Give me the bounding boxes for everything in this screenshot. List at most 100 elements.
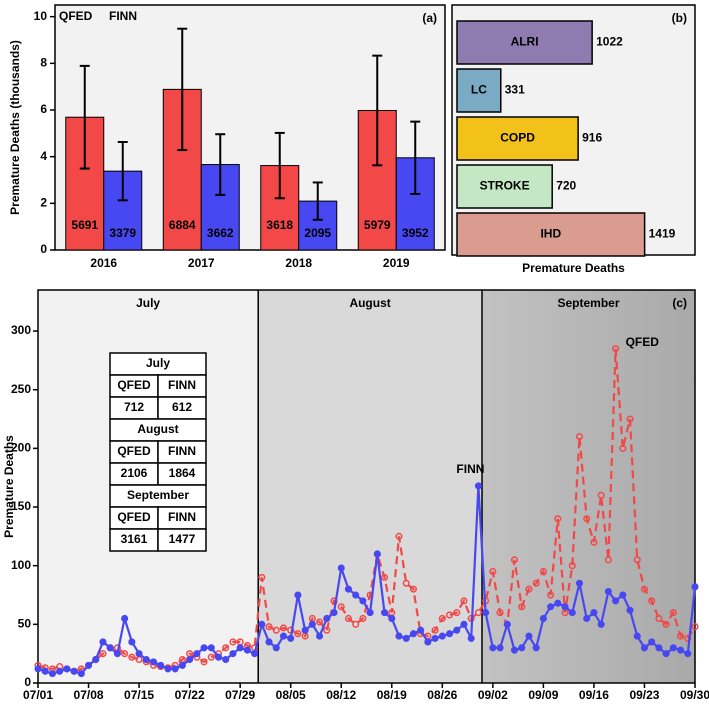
point <box>135 650 143 658</box>
table-header: FINN <box>168 378 196 392</box>
point <box>655 644 663 652</box>
data-label: 1419 <box>649 227 676 241</box>
x-tick-label: 07/15 <box>124 688 154 702</box>
x-tick-label: 09/23 <box>629 688 659 702</box>
x-tick-label: 08/19 <box>377 688 407 702</box>
point <box>157 661 165 669</box>
table-header: FINN <box>168 510 196 524</box>
table-header: QFED <box>117 510 151 524</box>
table-month: August <box>137 422 178 436</box>
point <box>207 653 215 661</box>
data-label: 6884 <box>169 218 196 232</box>
table-value: 712 <box>124 400 144 414</box>
x-axis-label: Premature Deaths <box>522 261 625 275</box>
y-tick-label: 100 <box>11 558 31 572</box>
point <box>63 665 71 673</box>
point <box>467 634 475 642</box>
point <box>496 644 504 652</box>
point <box>200 644 208 652</box>
point <box>590 609 598 617</box>
point <box>70 667 78 675</box>
point <box>395 532 403 540</box>
table-header: QFED <box>117 378 151 392</box>
region <box>258 290 483 683</box>
legend-entry: FINN <box>109 9 137 23</box>
data-label: 3662 <box>207 226 234 240</box>
point <box>431 626 439 634</box>
x-tick-label: 09/09 <box>528 688 558 702</box>
point <box>655 614 663 623</box>
category-label: LC <box>471 83 487 97</box>
point <box>583 515 591 523</box>
point <box>575 433 584 441</box>
point <box>619 444 627 452</box>
point <box>409 630 417 638</box>
point <box>453 626 461 634</box>
point <box>121 650 129 658</box>
legend-entry: QFED <box>59 9 93 23</box>
bar <box>456 116 579 161</box>
point <box>77 670 85 678</box>
point <box>402 634 410 642</box>
point <box>684 650 692 658</box>
point <box>547 603 555 611</box>
point <box>99 650 107 658</box>
point <box>272 626 280 634</box>
point <box>34 665 42 673</box>
point <box>229 650 237 658</box>
y-tick-label: 10 <box>34 9 48 23</box>
point <box>373 550 381 558</box>
point <box>648 597 656 605</box>
point <box>474 482 482 490</box>
point <box>677 646 685 654</box>
point <box>640 585 649 593</box>
series-annotation: FINN <box>456 462 484 476</box>
point <box>633 632 641 640</box>
point <box>337 603 345 611</box>
point <box>532 579 540 587</box>
y-axis-label: Premature Deaths (thousands) <box>8 40 22 215</box>
point <box>662 620 670 628</box>
panel-label: (b) <box>672 11 687 25</box>
month-label: August <box>349 296 390 310</box>
point <box>388 614 396 623</box>
point <box>222 655 230 664</box>
point <box>554 515 562 523</box>
point <box>438 614 446 623</box>
point <box>352 591 360 599</box>
point <box>258 573 266 581</box>
table-value: 3161 <box>121 532 148 546</box>
x-tick-label: 09/30 <box>680 688 709 702</box>
point <box>539 568 547 576</box>
point <box>431 634 439 642</box>
point <box>691 583 699 591</box>
point <box>417 626 425 634</box>
point <box>92 655 100 664</box>
x-tick-label: 08/12 <box>326 688 356 702</box>
point <box>236 644 244 652</box>
point <box>142 655 150 664</box>
point <box>648 638 656 646</box>
point <box>597 620 605 628</box>
point <box>380 573 389 581</box>
point <box>677 632 685 640</box>
point <box>669 644 677 652</box>
x-tick-label: 2017 <box>188 256 215 270</box>
point <box>612 597 620 605</box>
point <box>316 618 324 626</box>
y-tick-label: 150 <box>11 499 31 513</box>
point <box>323 626 331 634</box>
point <box>510 556 519 564</box>
point <box>626 415 634 423</box>
point <box>510 646 519 654</box>
point <box>258 620 266 628</box>
y-tick-label: 0 <box>40 242 47 256</box>
point <box>539 614 547 623</box>
point <box>496 609 504 617</box>
data-label: 3952 <box>402 226 429 240</box>
point <box>222 644 230 652</box>
category-label: ALRI <box>511 35 539 49</box>
point <box>294 630 302 638</box>
table-value: 612 <box>172 400 192 414</box>
